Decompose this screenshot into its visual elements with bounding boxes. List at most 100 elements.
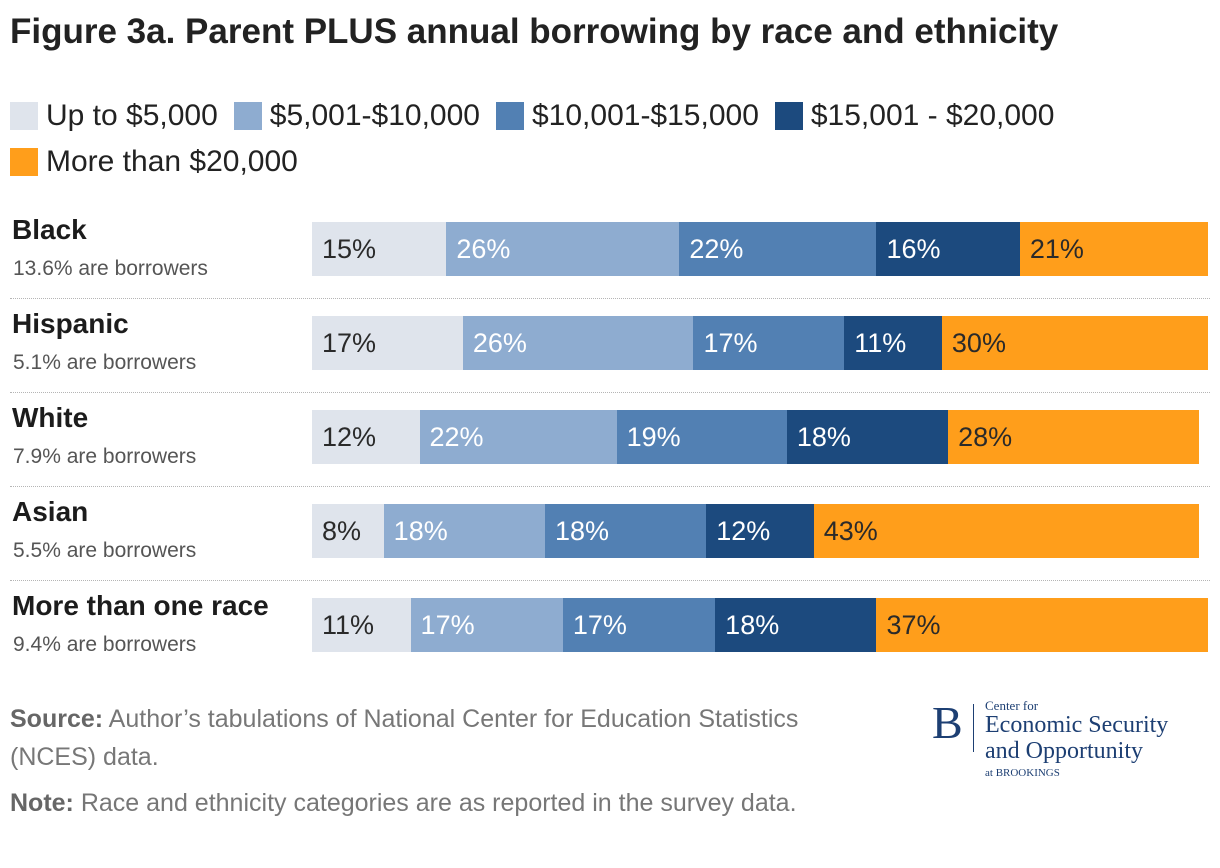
bar-row: White 7.9% are borrowers 12% 22% 19% 18% 28% [0, 393, 1220, 487]
logo-at-brookings: at BROOKINGS [985, 767, 1060, 779]
bar-segment: 17% [410, 598, 563, 652]
data-label: 26% [456, 233, 511, 264]
legend: Up to $5,000 $5,001-$10,000 $10,001-$15,00… [10, 99, 1210, 178]
data-label: 18% [725, 609, 780, 640]
bar-segment: 21% [1019, 222, 1208, 276]
category-subtitle: 9.4% are borrowers [13, 633, 197, 656]
bar-segment: 19% [616, 410, 787, 464]
data-label: 22% [689, 233, 744, 264]
source-text: Author’s tabulations of National Center … [10, 705, 799, 771]
data-label: 22% [429, 421, 484, 452]
stacked-bar: 8% 18% 18% 12% 43% [312, 504, 1208, 558]
data-label: 17% [322, 327, 377, 358]
data-label: 15% [322, 233, 377, 264]
bar-rows: Black 13.6% are borrowers 15% 26% 22% 16% 21% H… [0, 205, 1220, 675]
data-label: 37% [886, 609, 941, 640]
data-label: 17% [420, 609, 475, 640]
bar-segment: 18% [383, 504, 545, 558]
row-divider [10, 580, 1210, 581]
bar-segment: 43% [813, 504, 1199, 558]
logo-line-2: and Opportunity [985, 738, 1143, 764]
data-label: 18% [393, 515, 448, 546]
row-divider [10, 298, 1210, 299]
bar-segment: 17% [312, 316, 463, 370]
category-subtitle: 5.1% are borrowers [13, 351, 197, 374]
bar-segment: 11% [844, 316, 942, 370]
data-label: 11% [854, 327, 907, 358]
stacked-bar: 17% 26% 17% 11% 30% [312, 316, 1208, 370]
bar-segment: 18% [715, 598, 877, 652]
category-subtitle: 5.5% are borrowers [13, 539, 197, 562]
bar-segment: 26% [446, 222, 680, 276]
data-label: 30% [951, 327, 1006, 358]
stacked-bar: 11% 17% 17% 18% 37% [312, 598, 1208, 652]
bar-segment: 30% [941, 316, 1208, 370]
logo-center-for: Center for [985, 698, 1039, 713]
bar-row: Asian 5.5% are borrowers 8% 18% 18% 12% 43% [0, 487, 1220, 581]
legend-swatch [496, 102, 524, 130]
bar-row: Black 13.6% are borrowers 15% 26% 22% 16% 21% [0, 205, 1220, 299]
chart-title: Figure 3a. Parent PLUS annual borrowing … [10, 12, 1059, 51]
legend-item: Up to $5,000 [10, 99, 218, 132]
bar-segment: 12% [312, 410, 420, 464]
data-label: 28% [958, 421, 1013, 452]
data-label: 21% [1029, 233, 1084, 264]
category-label: Hispanic [12, 308, 129, 339]
bar-segment: 12% [706, 504, 814, 558]
note-label: Note: [10, 789, 74, 817]
stacked-bar: 12% 22% 19% 18% 28% [312, 410, 1208, 464]
legend-item: $5,001-$10,000 [233, 99, 480, 132]
data-label: 18% [554, 515, 609, 546]
category-label: White [12, 402, 89, 433]
source-note: Source: Author’s tabulations of National… [10, 700, 840, 776]
data-label: 26% [472, 327, 527, 358]
data-label: 16% [886, 233, 941, 264]
bar-segment: 18% [786, 410, 949, 464]
legend-label: $5,001-$10,000 [269, 99, 480, 132]
bar-segment: 22% [419, 410, 617, 464]
legend-swatch [233, 102, 262, 130]
bar-segment: 8% [312, 504, 384, 558]
logo-line-1: Economic Security [985, 712, 1169, 738]
legend-label: Up to $5,000 [46, 99, 218, 132]
data-label: 8% [322, 515, 362, 546]
legend-label: More than $20,000 [46, 145, 298, 178]
data-label: 18% [796, 421, 851, 452]
legend-swatch [774, 102, 803, 130]
brookings-logo: B Center for Economic Security and Oppor… [930, 697, 1215, 788]
bar-segment: 22% [679, 222, 877, 276]
row-divider [10, 486, 1210, 487]
bar-segment: 18% [544, 504, 707, 558]
bar-segment: 37% [876, 598, 1208, 652]
logo-divider [973, 704, 974, 752]
note-text: Race and ethnicity categories are as rep… [80, 789, 797, 817]
legend-label: $15,001 - $20,000 [810, 99, 1055, 132]
bar-row: Hispanic 5.1% are borrowers 17% 26% 17% 11% 30… [0, 299, 1220, 393]
data-label: 19% [626, 421, 681, 452]
legend-item: $15,001 - $20,000 [774, 99, 1055, 132]
source-label: Source: [10, 705, 104, 733]
bar-segment: 15% [312, 222, 447, 276]
bar-segment: 16% [876, 222, 1020, 276]
category-subtitle: 13.6% are borrowers [13, 257, 208, 280]
data-label: 11% [322, 609, 375, 640]
data-label: 17% [572, 609, 627, 640]
note: Note: Race and ethnicity categories are … [10, 784, 870, 822]
category-label: Black [12, 214, 87, 245]
legend-label: $10,001-$15,000 [532, 99, 759, 132]
data-label: 12% [322, 421, 377, 452]
stacked-bar: 15% 26% 22% 16% 21% [312, 222, 1208, 276]
bar-segment: 17% [562, 598, 716, 652]
bar-segment: 28% [948, 410, 1199, 464]
bar-segment: 11% [312, 598, 411, 652]
legend-item: More than $20,000 [10, 145, 298, 178]
legend-swatch [10, 102, 38, 130]
bar-segment: 17% [693, 316, 845, 370]
legend-item: $10,001-$15,000 [496, 99, 759, 132]
category-label: Asian [12, 496, 89, 527]
category-label: More than one race [12, 590, 269, 621]
row-divider [10, 392, 1210, 393]
bar-segment: 26% [462, 316, 694, 370]
category-subtitle: 7.9% are borrowers [13, 445, 197, 468]
bar-row: More than one race 9.4% are borrowers 11% 1… [0, 581, 1220, 675]
